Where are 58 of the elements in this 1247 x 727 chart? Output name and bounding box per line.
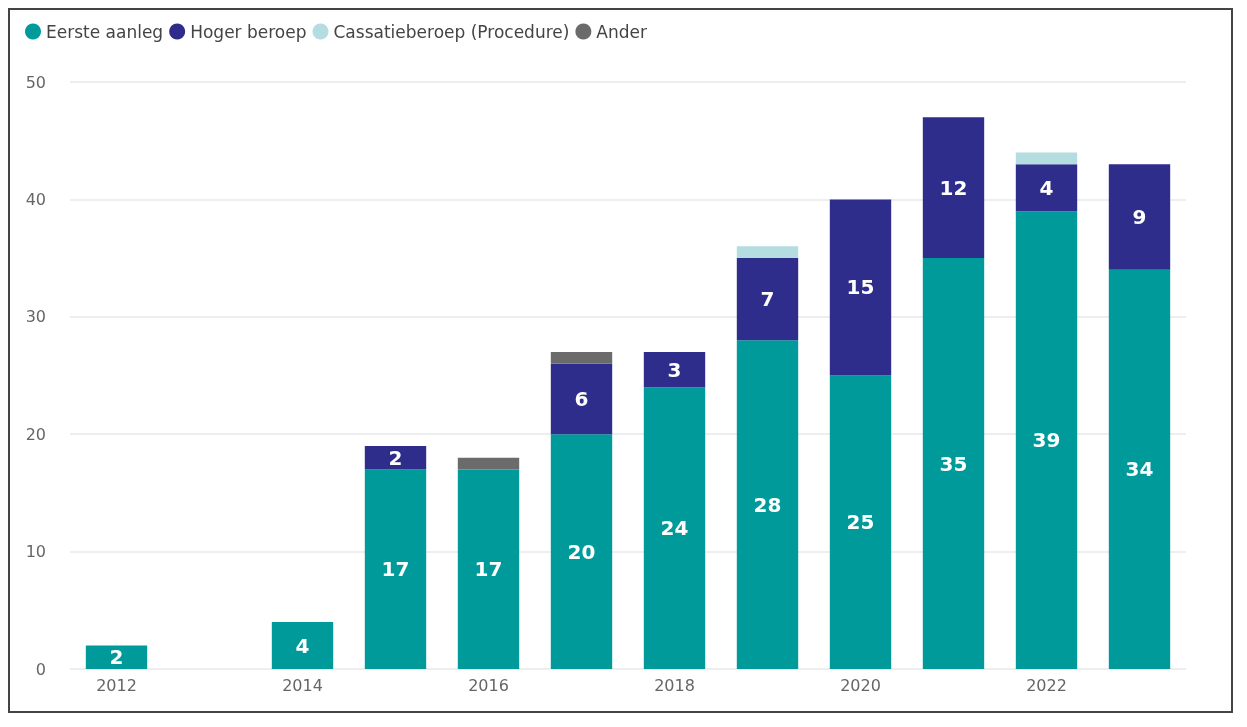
bar (550, 363, 613, 435)
bar (1015, 164, 1078, 212)
data-label: 4 (1039, 175, 1054, 200)
data-label: 35 (939, 451, 968, 476)
x-tick-label: 2018 (654, 675, 695, 695)
data-label: 24 (660, 516, 689, 541)
data-label: 2 (109, 645, 124, 670)
bar (85, 645, 148, 669)
data-label: 6 (574, 386, 589, 411)
data-label: 39 (1032, 428, 1061, 453)
data-label: 12 (939, 175, 968, 200)
bar (364, 445, 427, 470)
bar (736, 340, 799, 669)
bar (736, 246, 799, 259)
bar (271, 622, 334, 669)
bar (1015, 211, 1078, 669)
data-label: 20 (567, 539, 596, 564)
bar (1108, 164, 1171, 270)
y-tick-label: 20 (25, 424, 46, 444)
bar (457, 457, 520, 470)
data-label: 9 (1132, 205, 1147, 230)
bar (364, 469, 427, 669)
bar (829, 199, 892, 376)
x-tick-label: 2020 (840, 675, 881, 695)
legend-label: Hoger beroep (190, 21, 307, 42)
legend-label: Cassatieberoep (Procedure) (333, 21, 570, 42)
bar (829, 375, 892, 669)
bar (550, 352, 613, 364)
x-tick-label: 2014 (282, 675, 323, 695)
bar (736, 258, 799, 341)
bar (643, 352, 706, 388)
legend-label: Eerste aanleg (46, 21, 164, 42)
data-label: 17 (474, 557, 503, 582)
y-tick-label: 40 (25, 189, 46, 209)
y-tick-label: 10 (25, 542, 46, 562)
data-label: 17 (381, 557, 410, 582)
x-tick-label: 2012 (96, 675, 137, 695)
y-tick-label: 0 (35, 659, 46, 679)
data-label: 28 (753, 492, 782, 517)
data-label: 2 (388, 445, 403, 470)
legend-label: Ander (596, 21, 648, 42)
data-label: 3 (667, 357, 682, 382)
data-label: 4 (295, 633, 310, 658)
x-tick-label: 2022 (1026, 675, 1067, 695)
bar (922, 117, 985, 259)
bar (1015, 152, 1078, 165)
data-label: 34 (1125, 457, 1154, 482)
data-label: 7 (760, 287, 775, 312)
y-tick-label: 50 (25, 72, 46, 92)
bar (1108, 269, 1171, 669)
data-label: 15 (846, 275, 875, 300)
bar (922, 258, 985, 669)
x-tick-label: 2016 (468, 675, 509, 695)
bar (457, 469, 520, 669)
data-label: 25 (846, 510, 875, 535)
y-tick-label: 30 (25, 307, 46, 327)
bar (550, 434, 613, 669)
bar (643, 387, 706, 669)
